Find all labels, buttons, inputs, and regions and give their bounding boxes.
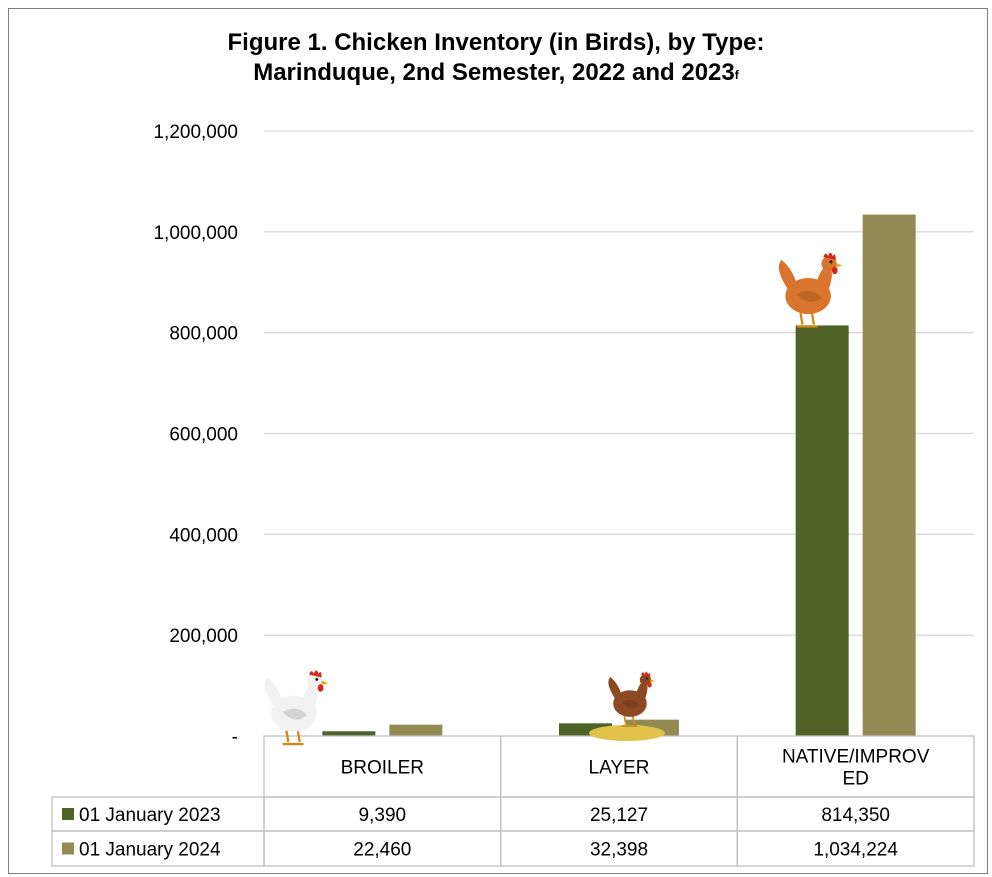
chicken-head: [639, 674, 651, 686]
chicken-tail: [608, 677, 622, 698]
chicken-comb: [641, 671, 651, 677]
data-label: 25,127: [590, 805, 648, 826]
chicken-eye: [829, 260, 833, 264]
bar: [862, 214, 916, 736]
native-chicken-icon: [778, 252, 843, 328]
y-axis-ticks: - 200,000 400,000 600,000 800,000 1,000,000 1,…: [153, 122, 238, 748]
y-tick-label: 400,000: [169, 525, 238, 546]
category-label: ED: [842, 769, 868, 790]
legend-label: 01 January 2024: [79, 840, 221, 861]
data-label: 1,034,224: [813, 840, 898, 861]
data-label: 32,398: [590, 840, 648, 861]
chicken-wattle: [647, 681, 652, 688]
y-tick-label: 1,200,000: [153, 122, 238, 143]
bars: [322, 214, 916, 736]
chicken-body: [785, 277, 831, 315]
nest-icon: [589, 725, 665, 741]
data-label: 9,390: [359, 805, 407, 826]
chicken-comb: [309, 670, 322, 678]
chicken-wing: [621, 699, 640, 708]
chart-title-line2: Marinduque, 2nd Semester, 2022 and 2023f: [0, 58, 992, 88]
broiler-chicken-icon: [264, 670, 329, 746]
chicken-wattle: [317, 684, 324, 692]
category-label: BROILER: [341, 758, 424, 779]
chicken-head: [307, 673, 323, 689]
chart-title-line1: Figure 1. Chicken Inventory (in Birds), …: [227, 29, 765, 56]
chart-title-line2-text: Marinduque, 2nd Semester, 2022 and 2023: [253, 59, 735, 86]
category-label: LAYER: [589, 758, 650, 779]
chicken-legs: [796, 312, 818, 328]
chicken-legs: [282, 730, 304, 746]
legend-swatch: [62, 808, 74, 820]
layer-hen-icon: [608, 671, 656, 727]
chicken-beak: [321, 680, 329, 686]
chicken-eye: [645, 677, 648, 680]
table-cell: [736, 830, 975, 867]
chicken-tail: [778, 259, 797, 289]
y-tick-label: 800,000: [169, 324, 238, 345]
gridlines: [264, 130, 974, 636]
y-tick-label: 600,000: [169, 425, 238, 446]
chicken-wattle: [831, 266, 838, 275]
legend-label: 01 January 2023: [79, 805, 221, 826]
y-tick-label: -: [232, 727, 238, 748]
y-tick-label: 1,000,000: [153, 223, 238, 244]
data-label: 814,350: [821, 805, 890, 826]
chicken-comb: [823, 252, 836, 260]
chicken-beak: [650, 679, 656, 683]
chicken-legs: [621, 716, 637, 727]
chicken-head: [821, 256, 837, 272]
chicken-icons: [264, 252, 843, 746]
chicken-wing: [282, 708, 308, 720]
chart-frame: [8, 8, 988, 874]
chicken-eye: [315, 677, 319, 681]
chart-title-superscript: f: [734, 68, 739, 82]
category-label: NATIVE/IMPROV: [782, 747, 930, 768]
bar: [795, 325, 849, 736]
data-label: 22,460: [353, 840, 411, 861]
y-tick-label: 200,000: [169, 626, 238, 647]
chicken-body: [613, 690, 647, 717]
bar: [322, 731, 376, 736]
chicken-tail: [264, 677, 283, 706]
chicken-body: [271, 695, 317, 732]
legend-swatch: [62, 842, 74, 855]
chart-title: Figure 1. Chicken Inventory (in Birds), …: [0, 28, 992, 88]
chicken-wing: [796, 291, 822, 302]
bar: [389, 724, 443, 736]
chicken-beak: [835, 262, 843, 268]
